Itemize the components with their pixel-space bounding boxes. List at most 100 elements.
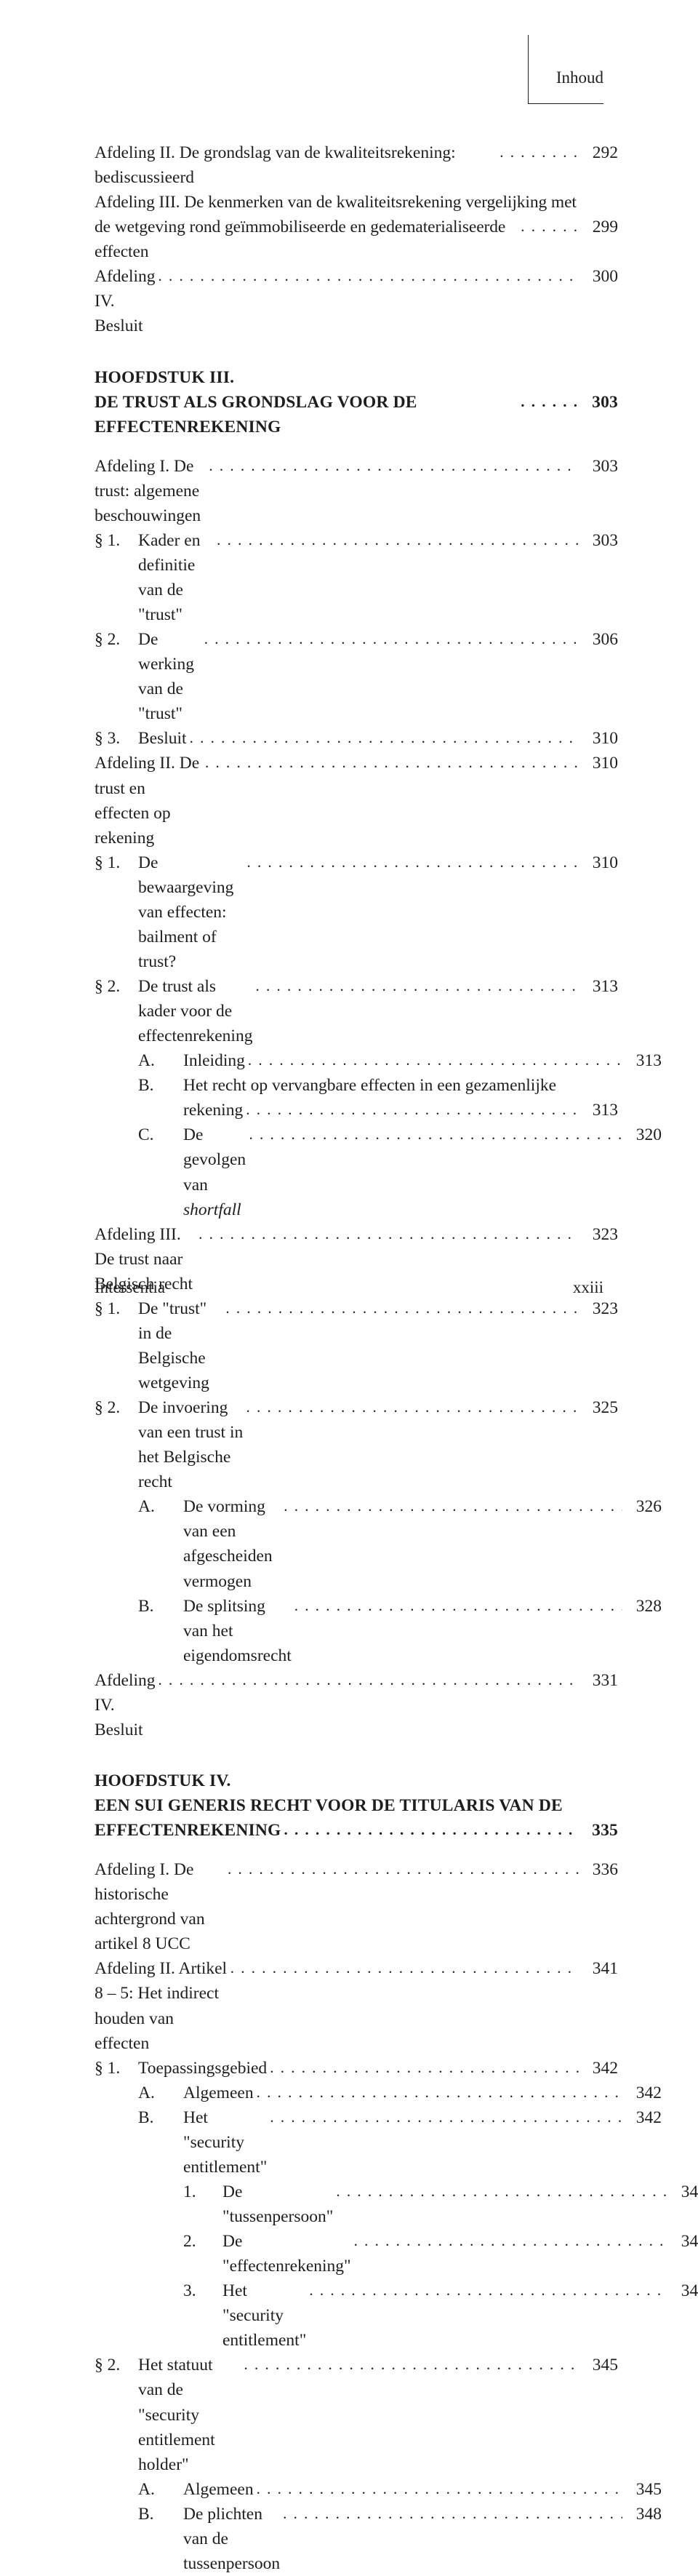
leader-dots [333, 2180, 667, 2202]
toc-page: 310 [579, 726, 618, 751]
toc-label: De plichten van de tussenpersoon [183, 2502, 280, 2576]
toc-entry: Afdeling III. De kenmerken van de kwalit… [95, 190, 618, 264]
toc-label: De werking van de "trust" [138, 627, 201, 726]
leader-dots [306, 2279, 667, 2301]
toc-entry: A. De vorming van een afgescheiden vermo… [95, 1494, 662, 1593]
toc-entry: § 2. De invoering van een trust in het B… [95, 1395, 618, 1494]
toc-page: 335 [579, 1818, 618, 1843]
toc-page: 313 [579, 1098, 618, 1122]
leader-dots [252, 975, 579, 997]
toc-label: De splitsing van het eigendomsrecht [183, 1594, 292, 1668]
leader-dots [292, 1595, 622, 1616]
toc-page: 325 [579, 1395, 618, 1420]
toc-num: A. [138, 2081, 183, 2105]
toc-label: De gevolgen van shortfall [183, 1122, 246, 1221]
toc-label: Afdeling I. De trust: algemene beschouwi… [95, 454, 206, 528]
toc-label: Toepassingsgebied [138, 2056, 267, 2081]
toc-page: 326 [622, 1494, 662, 1519]
toc-entry: § 2. De werking van de "trust" 306 [95, 627, 618, 726]
toc-num: § 1. [95, 850, 138, 875]
leader-dots [201, 628, 579, 650]
toc-page: 343 [667, 2180, 698, 2204]
leader-dots [228, 1957, 579, 1979]
leader-dots [254, 2478, 622, 2500]
toc-page: 343 [667, 2229, 698, 2254]
toc-page: 348 [622, 2502, 662, 2527]
toc-entry: § 2. Het statuut van de "security entitl… [95, 2353, 618, 2476]
toc-entry: § 1. Kader en definitie van de "trust" 3… [95, 528, 618, 627]
toc-label: De invoering van een trust in het Belgis… [138, 1395, 243, 1494]
toc-num: § 1. [95, 1296, 138, 1321]
toc-page: 299 [579, 215, 618, 239]
leader-dots [241, 2353, 579, 2375]
toc-num: § 2. [95, 627, 138, 652]
leader-dots [245, 1049, 622, 1071]
toc-label: Afdeling III. De kenmerken van de kwalit… [95, 190, 618, 215]
toc-entry: § 1. De bewaargeving van effecten: bailm… [95, 850, 618, 974]
leader-dots [254, 2081, 622, 2103]
header-rule-horizontal [529, 103, 603, 104]
toc-num: § 1. [95, 528, 138, 553]
leader-dots [246, 1123, 622, 1145]
leader-dots [222, 1297, 579, 1319]
leader-dots [202, 751, 579, 773]
leader-dots [280, 2503, 622, 2524]
toc-entry: § 2. De trust als kader voor de effecten… [95, 974, 618, 1048]
toc-num: 2. [183, 2229, 222, 2254]
toc-page: 313 [622, 1048, 662, 1073]
toc-body: Afdeling II. De grondslag van de kwalite… [95, 140, 618, 2576]
toc-entry: B. De splitsing van het eigendomsrecht 3… [95, 1594, 662, 1668]
toc-num: B. [138, 2502, 183, 2527]
toc-entry: Afdeling IV. Besluit 331 [95, 1668, 618, 1742]
toc-label: Besluit [138, 726, 187, 751]
toc-label: De bewaargeving van effecten: bailment o… [138, 850, 244, 974]
leader-dots: . . . . . . [521, 215, 579, 237]
toc-label: Afdeling II. De grondslag van de kwalite… [95, 140, 500, 190]
leader-dots [281, 1819, 579, 1841]
toc-entry: A. Algemeen 342 [95, 2081, 662, 2105]
leader-dots [214, 529, 579, 551]
toc-entry: Afdeling II. De grondslag van de kwalite… [95, 140, 618, 190]
toc-entry: A. Inleiding 313 [95, 1048, 662, 1073]
toc-entry: B. Het "security entitlement" 342 [95, 2105, 662, 2180]
toc-label: Afdeling II. De trust en effecten op rek… [95, 751, 202, 850]
chapter-heading: HOOFDSTUK IV. [95, 1768, 618, 1793]
toc-entry: A. Algemeen 345 [95, 2477, 662, 2502]
leader-dots [196, 1223, 579, 1245]
toc-entry: 2. De "effectenrekening" 343 [95, 2229, 698, 2278]
leader-dots [243, 1098, 579, 1120]
toc-entry: 1. De "tussenpersoon" 343 [95, 2180, 698, 2229]
leader-dots [225, 1858, 579, 1880]
toc-entry: B. Het recht op vervangbare effecten in … [95, 1073, 618, 1122]
toc-label: Kader en definitie van de "trust" [138, 528, 214, 627]
toc-page: 331 [579, 1668, 618, 1693]
toc-entry: § 1. De "trust" in de Belgische wetgevin… [95, 1296, 618, 1395]
toc-label: De "effectenrekening" [222, 2229, 351, 2278]
toc-entry: C. De gevolgen van shortfall 320 [95, 1122, 662, 1221]
chapter-heading: HOOFDSTUK III. [95, 365, 618, 390]
toc-label: De vorming van een afgescheiden vermogen [183, 1494, 281, 1593]
toc-entry: § 1. Toepassingsgebied 342 [95, 2056, 618, 2081]
toc-page: 342 [622, 2081, 662, 2105]
leader-dots [244, 851, 579, 873]
toc-label: de wetgeving rond geïmmobiliseerde en ge… [95, 215, 521, 264]
toc-label: EFFECTENREKENING [95, 1818, 281, 1843]
leader-dots [267, 2106, 622, 2128]
toc-page: 303 [579, 454, 618, 479]
header-rule-vertical [528, 35, 529, 104]
toc-entry: § 3. Besluit 310 [95, 726, 618, 751]
toc-num: § 1. [95, 2056, 138, 2081]
toc-label: Het statuut van de "security entitlement… [138, 2353, 241, 2476]
toc-label: rekening [183, 1098, 243, 1122]
toc-page: 342 [622, 2105, 662, 2130]
toc-label: De trust als kader voor de effectenreken… [138, 974, 252, 1048]
toc-label: De "tussenpersoon" [222, 2180, 333, 2229]
toc-label: DE TRUST ALS GRONDSLAG VOOR DE EFFECTENR… [95, 390, 521, 439]
toc-num: A. [138, 1494, 183, 1519]
toc-num: 1. [183, 2180, 222, 2204]
leader-dots: . . . . . . [521, 391, 579, 412]
leader-dots [243, 1396, 579, 1418]
chapter-title-line2: EFFECTENREKENING 335 [95, 1818, 618, 1843]
toc-page: 303 [579, 528, 618, 553]
toc-num: B. [138, 2105, 183, 2130]
